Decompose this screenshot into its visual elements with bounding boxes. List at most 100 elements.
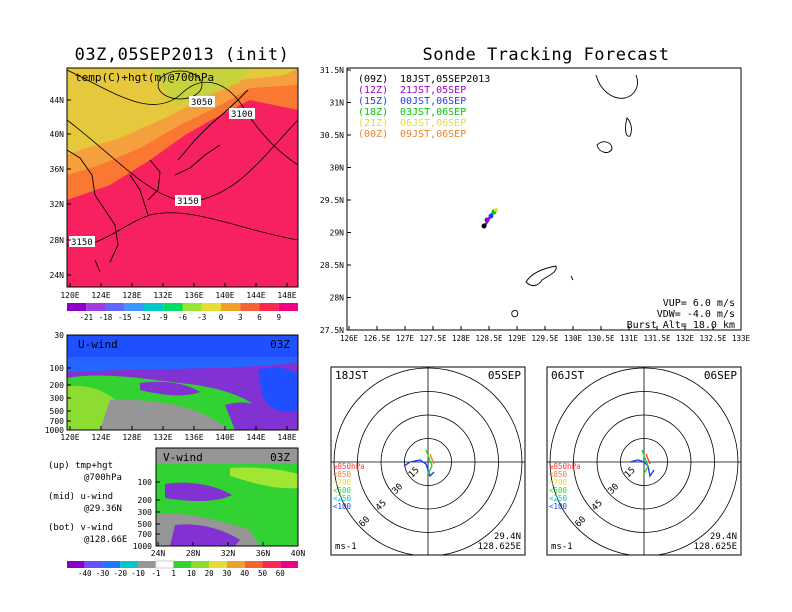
island	[595, 74, 638, 99]
legend-code: (21Z)	[358, 118, 388, 129]
x-tick-label: 126E	[340, 334, 359, 343]
x-tick-label: 24N	[151, 549, 166, 558]
x-tick-label: 136E	[184, 291, 203, 300]
polar-plot	[547, 367, 741, 555]
polar-time: 06JST	[551, 369, 584, 382]
v-wind-violet	[165, 482, 232, 502]
hodograph	[645, 453, 651, 465]
x-tick-label: 129.5E	[531, 334, 559, 343]
island	[525, 265, 557, 287]
colorbar-swatch	[240, 303, 260, 311]
y-tick-label: 100	[138, 478, 153, 487]
colorbar-label: 0	[219, 313, 224, 322]
colorbar-swatch	[221, 303, 241, 311]
x-tick-label: 127.5E	[419, 334, 447, 343]
x-tick-label: 126.5E	[363, 334, 391, 343]
y-tick-label: 27.5N	[320, 326, 344, 335]
x-tick-label: 32N	[221, 549, 236, 558]
u-wind-violet	[140, 381, 275, 430]
y-tick-label: 29N	[330, 229, 345, 238]
colorbar-label: -20	[114, 569, 128, 578]
contour-labels: 3050 3100 3150 3150	[69, 96, 255, 248]
x-tick-label: 128E	[122, 291, 141, 300]
contour-label: 3150	[177, 197, 199, 207]
islands	[511, 74, 638, 318]
wind-colorbar: -40 -30 -20 -10 -1 1 10 20 30 40 50 60	[67, 560, 298, 578]
x-tick-label: 148E	[277, 291, 296, 300]
coastline	[67, 89, 249, 273]
legend-time: 18JST,05SEP2013	[400, 74, 490, 85]
contour-label: 3050	[191, 98, 213, 108]
right-title: Sonde Tracking Forecast	[423, 45, 670, 65]
colorbar-label: -9	[159, 313, 168, 322]
y-tick-label: 700	[50, 417, 65, 426]
v-wind-label: V-wind	[163, 451, 203, 464]
x-tick-label: 132E	[676, 334, 695, 343]
u-wind-time: 03Z	[270, 338, 290, 351]
u-wind-gray	[100, 399, 230, 430]
colorbar-swatch	[105, 303, 125, 311]
island	[625, 117, 632, 137]
v-wind-xticks: 24N 28N 32N 36N 40N	[151, 542, 305, 558]
y-tick-label: 700	[138, 530, 153, 539]
island	[596, 141, 613, 153]
colorbar-swatch	[191, 561, 210, 568]
x-tick-label: 128.5E	[475, 334, 503, 343]
colorbar-swatch	[262, 561, 281, 568]
y-tick-label: 28N	[330, 294, 345, 303]
colorbar-swatch	[67, 561, 85, 568]
y-tick-label: 31N	[330, 99, 345, 108]
u-wind-label: U-wind	[78, 338, 118, 351]
x-tick-label: 36N	[256, 549, 271, 558]
sonde-trajectory	[481, 208, 498, 229]
colorbar-swatch	[163, 303, 183, 311]
x-tick-label: 131.5E	[643, 334, 671, 343]
legend-code: (18Z)	[358, 107, 388, 118]
legend-time: 06JST,06SEP	[400, 118, 466, 129]
y-tick-label: 200	[50, 381, 65, 390]
u-wind-top-band	[67, 335, 298, 357]
colorbar-label: -3	[197, 313, 206, 322]
level-label: <500	[549, 486, 568, 495]
colorbar-swatch	[280, 561, 298, 568]
u-wind-blue	[67, 357, 298, 372]
colorbar-swatch	[173, 561, 192, 568]
polar-lon: 128.625E	[694, 542, 737, 552]
tracking-params: VUP= 6.0 m/s VDW= -4.0 m/s Burst Alt= 18…	[627, 298, 735, 331]
polar-unit: ms-1	[551, 542, 573, 552]
colorbar-swatch	[226, 561, 245, 568]
colorbar-label: 3	[238, 313, 243, 322]
y-tick-label: 31.5N	[320, 66, 344, 75]
contour-label: 3150	[71, 238, 93, 248]
colorbar-swatch	[138, 561, 156, 568]
param-burst: Burst Alt= 18.0 km	[627, 320, 735, 331]
tracking-legend: (09Z) 18JST,05SEP2013 (12Z) 21JST,05SEP (15Z…	[358, 74, 490, 140]
colorbar-swatch	[244, 561, 263, 568]
left-title: 03Z,05SEP2013 (init)	[75, 45, 290, 65]
colorbar-label: 40	[240, 569, 250, 578]
x-tick-label: 136E	[184, 433, 203, 442]
colorbar-swatch	[120, 561, 139, 568]
hodograph	[429, 453, 435, 465]
tracking-xticks: 126E 126.5E 127E 127.5E 128E 128.5E 129E 129.5E…	[340, 326, 751, 343]
y-tick-label: 44N	[50, 96, 65, 105]
x-tick-label: 129E	[508, 334, 527, 343]
colorbar-label: -15	[118, 313, 132, 322]
temp-band-cold	[150, 68, 250, 105]
level-label: ≥850hPa	[549, 462, 581, 471]
param-vdw: VDW= -4.0 m/s	[657, 309, 735, 320]
x-tick-label: 28N	[186, 549, 201, 558]
temp-band-yellow	[67, 68, 298, 155]
polar-plot	[331, 367, 525, 555]
legend-code: (12Z)	[358, 85, 388, 96]
colorbar-label: 6	[257, 313, 262, 322]
y-tick-label: 30N	[330, 164, 345, 173]
x-tick-label: 140E	[215, 433, 234, 442]
y-tick-label: 28.5N	[320, 261, 344, 270]
tracking-map: (09Z) 18JST,05SEP2013 (12Z) 21JST,05SEP (15Z…	[320, 66, 751, 343]
x-tick-label: 128E	[122, 433, 141, 442]
x-tick-label: 133E	[732, 334, 751, 343]
